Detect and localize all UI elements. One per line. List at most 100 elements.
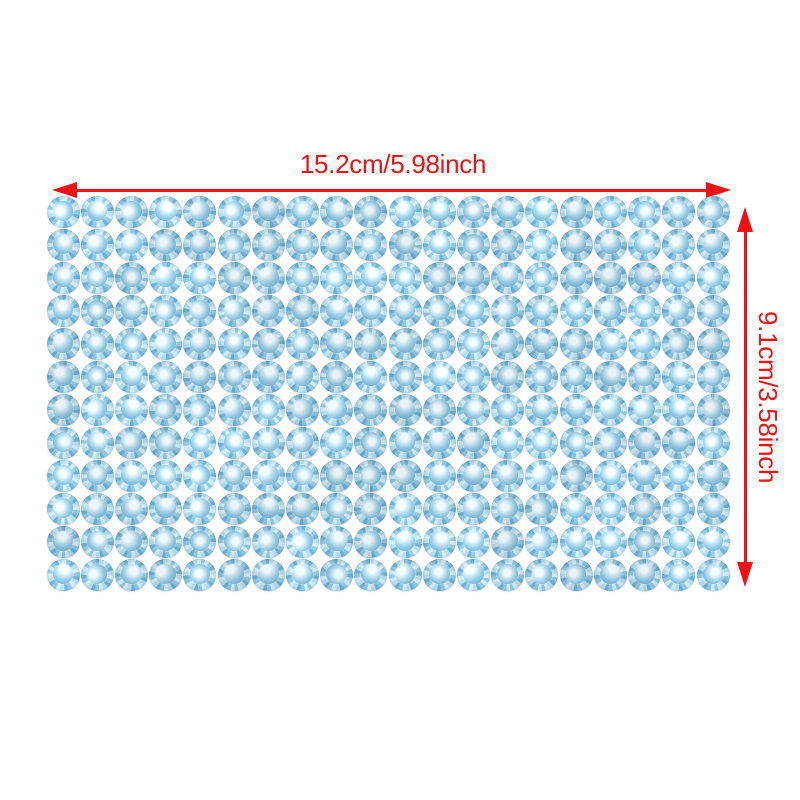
rhinestone	[422, 394, 456, 426]
rhinestone	[354, 361, 388, 393]
rhinestone	[422, 328, 456, 360]
rhinestone	[491, 262, 525, 294]
rhinestone	[696, 196, 730, 228]
rhinestone	[251, 361, 285, 393]
rhinestone	[559, 493, 593, 525]
rhinestone	[320, 361, 354, 393]
rhinestone	[559, 526, 593, 558]
rhinestone	[46, 229, 80, 261]
rhinestone	[46, 526, 80, 558]
rhinestone	[662, 229, 696, 261]
rhinestone	[183, 328, 217, 360]
rhinestone	[388, 427, 422, 459]
rhinestone	[354, 493, 388, 525]
rhinestone	[628, 328, 662, 360]
rhinestone	[354, 196, 388, 228]
height-dimension-label: 9.1cm/3.58inch	[753, 310, 783, 484]
rhinestone	[286, 559, 319, 591]
rhinestone	[320, 394, 354, 426]
rhinestone	[46, 394, 80, 426]
rhinestone	[320, 427, 354, 459]
rhinestone	[251, 526, 285, 558]
rhinestone	[628, 493, 662, 525]
rhinestone	[149, 328, 183, 360]
rhinestone	[251, 262, 285, 294]
rhinestone	[525, 361, 559, 393]
rhinestone	[388, 394, 422, 426]
rhinestone	[80, 394, 114, 426]
rhinestone	[696, 295, 730, 327]
rhinestone	[696, 361, 730, 393]
rhinestone	[354, 427, 388, 459]
rhinestone	[251, 328, 285, 360]
rhinestone	[696, 394, 730, 426]
rhinestone	[593, 328, 627, 360]
rhinestone	[80, 427, 114, 459]
rhinestone	[114, 196, 148, 228]
rhinestone	[662, 328, 696, 360]
rhinestone	[559, 196, 593, 228]
rhinestone	[114, 295, 148, 327]
rhinestone	[46, 559, 80, 591]
rhinestone	[114, 493, 148, 525]
rhinestone	[80, 328, 114, 360]
rhinestone	[457, 295, 490, 327]
rhinestone	[251, 427, 285, 459]
rhinestone	[286, 427, 319, 459]
rhinestone	[217, 460, 251, 492]
rhinestone	[149, 526, 183, 558]
rhinestone	[628, 394, 662, 426]
rhinestone	[114, 262, 148, 294]
rhinestone	[80, 196, 114, 228]
rhinestone	[593, 526, 627, 558]
rhinestone	[593, 262, 627, 294]
rhinestone	[320, 328, 354, 360]
rhinestone	[525, 328, 559, 360]
rhinestone	[149, 295, 183, 327]
rhinestone	[286, 229, 319, 261]
rhinestone	[388, 262, 422, 294]
rhinestone	[559, 262, 593, 294]
rhinestone	[491, 196, 525, 228]
rhinestone	[628, 295, 662, 327]
rhinestone	[320, 559, 354, 591]
rhinestone	[457, 559, 490, 591]
rhinestone	[46, 196, 80, 228]
rhinestone	[251, 196, 285, 228]
rhinestone	[491, 295, 525, 327]
rhinestone	[559, 427, 593, 459]
rhinestone	[628, 427, 662, 459]
rhinestone	[525, 493, 559, 525]
rhinestone	[696, 427, 730, 459]
rhinestone	[628, 262, 662, 294]
rhinestone	[80, 526, 114, 558]
rhinestone	[662, 559, 696, 591]
rhinestone	[354, 295, 388, 327]
rhinestone	[114, 526, 148, 558]
rhinestone	[662, 493, 696, 525]
rhinestone	[628, 361, 662, 393]
rhinestone	[491, 559, 525, 591]
rhinestone	[251, 229, 285, 261]
rhinestone	[662, 526, 696, 558]
rhinestone	[80, 559, 114, 591]
rhinestone	[217, 493, 251, 525]
rhinestone	[388, 295, 422, 327]
rhinestone	[696, 460, 730, 492]
rhinestone	[559, 229, 593, 261]
rhinestone	[559, 295, 593, 327]
rhinestone	[662, 460, 696, 492]
rhinestone	[457, 394, 490, 426]
arrow-line	[743, 227, 747, 567]
arrowhead-right-icon	[706, 182, 731, 198]
rhinestone	[149, 229, 183, 261]
rhinestone	[525, 427, 559, 459]
arrowhead-left-icon	[52, 182, 77, 198]
rhinestone	[491, 361, 525, 393]
rhinestone	[183, 361, 217, 393]
rhinestone	[354, 328, 388, 360]
rhinestone	[46, 427, 80, 459]
rhinestone	[559, 361, 593, 393]
rhinestone	[149, 361, 183, 393]
